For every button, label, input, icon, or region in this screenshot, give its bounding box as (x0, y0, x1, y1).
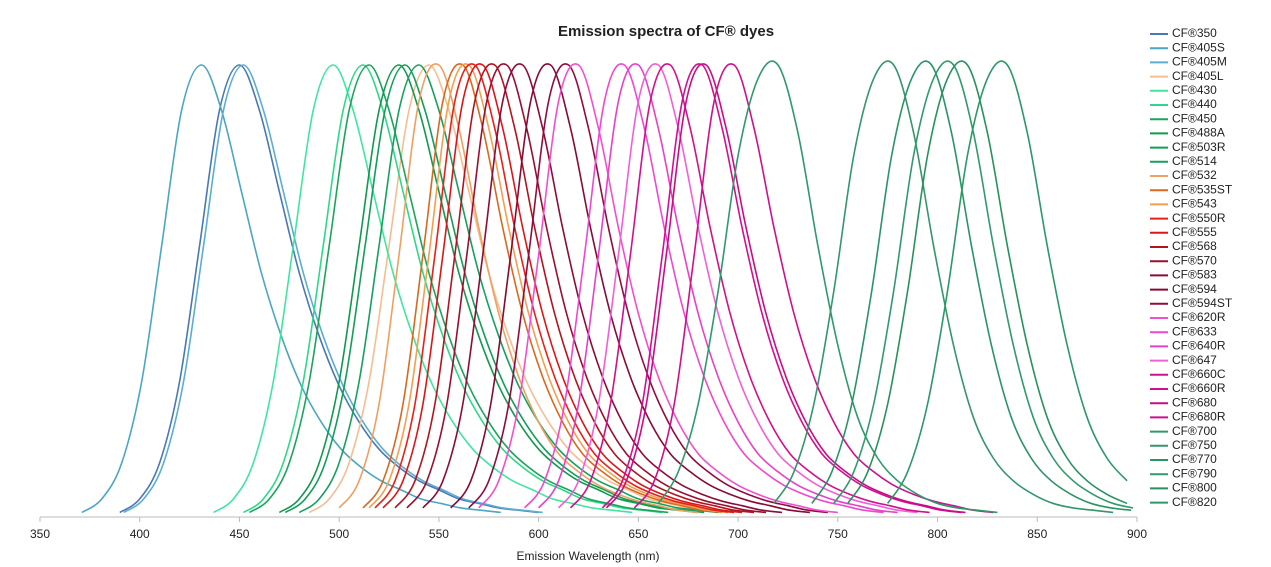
spectrum-line (406, 63, 767, 514)
legend-label: CF®488A (1172, 126, 1225, 140)
plot-area: 350 400 450 500 550 600 650 700 750 800 850 900 (30, 60, 1147, 541)
legend-label: CF®594 (1172, 282, 1217, 296)
spectrum-line (213, 64, 633, 514)
spectrum-line (887, 60, 1128, 504)
x-tick-label: 700 (728, 527, 748, 541)
spectrum-line (537, 63, 898, 514)
spectrum-line (242, 64, 663, 514)
legend-label: CF®583 (1172, 268, 1217, 282)
legend-label: CF®405S (1172, 40, 1225, 54)
legend-label: CF®594ST (1172, 296, 1233, 310)
legend-label: CF®680R (1172, 410, 1226, 424)
legend-label: CF®450 (1172, 111, 1217, 125)
spectrum-line (308, 64, 729, 514)
x-tick-label: 350 (30, 527, 50, 541)
spectrum-line (278, 64, 699, 514)
spectrum-line (773, 60, 1114, 514)
legend-label: CF®405L (1172, 69, 1224, 83)
legend-label: CF®647 (1172, 353, 1217, 367)
spectrum-line (338, 63, 699, 514)
spectrum-line (394, 63, 755, 514)
spectrum-line (657, 60, 998, 514)
legend-label: CF®555 (1172, 225, 1217, 239)
spectrum-line (557, 63, 918, 514)
x-tick-label: 800 (928, 527, 948, 541)
x-tick-label: 400 (130, 527, 150, 541)
legend-label: CF®820 (1172, 495, 1217, 509)
spectrum-line (524, 63, 884, 514)
legend-label: CF®405M (1172, 55, 1227, 69)
x-tick-label: 900 (1127, 527, 1147, 541)
x-tick-label: 600 (529, 527, 549, 541)
spectrum-line (569, 63, 930, 514)
legend-label: CF®503R (1172, 140, 1226, 154)
legend-label: CF®750 (1172, 438, 1217, 452)
legend-label: CF®514 (1172, 154, 1217, 168)
spectrum-line (422, 63, 783, 514)
legend-label: CF®680 (1172, 395, 1217, 409)
legend-label: CF®350 (1172, 26, 1217, 40)
spectrum-line (478, 63, 838, 514)
spectrum-line (382, 63, 743, 514)
x-tick-label: 750 (828, 527, 848, 541)
spectrum-line (601, 63, 962, 514)
spectrum-line (811, 60, 1132, 512)
legend-label: CF®532 (1172, 168, 1217, 182)
spectrum-line (468, 63, 828, 514)
spectrum-line (248, 64, 669, 514)
legend-label: CF®790 (1172, 466, 1217, 480)
x-tick-label: 850 (1027, 527, 1047, 541)
legend-label: CF®543 (1172, 197, 1217, 211)
legend-label: CF®535ST (1172, 182, 1233, 196)
spectrum-line (284, 64, 705, 514)
chart-title: Emission spectra of CF® dyes (558, 23, 774, 40)
legend-label: CF®800 (1172, 481, 1217, 495)
spectrum-line (450, 63, 810, 514)
x-tick-label: 650 (628, 527, 648, 541)
spectrum-line (833, 60, 1134, 509)
legend-label: CF®570 (1172, 253, 1217, 267)
legend-label: CF®440 (1172, 97, 1217, 111)
spectrum-line (605, 63, 966, 514)
legend-label: CF®640R (1172, 339, 1226, 353)
spectrum-line (81, 64, 501, 514)
x-tick-label: 550 (429, 527, 449, 541)
legend: CF®350CF®405SCF®405MCF®405LCF®430CF®440C… (1150, 26, 1233, 509)
legend-label: CF®550R (1172, 211, 1226, 225)
legend-label: CF®660C (1172, 367, 1226, 381)
legend-label: CF®633 (1172, 324, 1217, 338)
x-axis-label: Emission Wavelength (nm) (517, 549, 660, 563)
x-tick-label: 450 (229, 527, 249, 541)
legend-label: CF®700 (1172, 424, 1217, 438)
spectrum-line (119, 64, 539, 514)
legend-label: CF®568 (1172, 239, 1217, 253)
spectrum-line (362, 63, 723, 514)
spectrum-line (298, 64, 719, 514)
x-tick-label: 500 (329, 527, 349, 541)
legend-label: CF®430 (1172, 83, 1217, 97)
spectrum-line (374, 63, 735, 514)
spectrum-line (123, 64, 543, 514)
legend-label: CF®620R (1172, 310, 1226, 324)
legend-label: CF®770 (1172, 452, 1217, 466)
spectrum-line (847, 60, 1128, 505)
legend-label: CF®660R (1172, 381, 1226, 395)
